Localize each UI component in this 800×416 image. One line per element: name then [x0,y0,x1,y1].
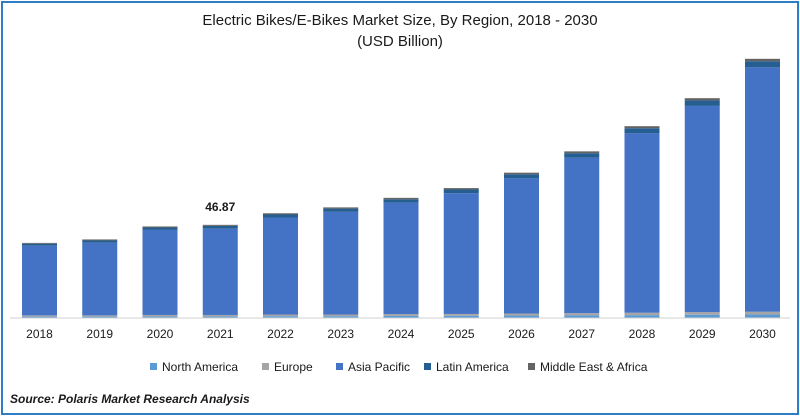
legend: North America Europe Asia Pacific Latin Ame… [150,360,648,374]
bar-asia-pacific-2023 [323,211,359,315]
x-tick-label-2020: 2020 [147,327,174,341]
bar-north-america-2028 [624,315,660,318]
legend-label-latin-america: Latin America [436,360,509,374]
bar-middle-east-africa-2028 [624,126,660,129]
x-tick-label-2019: 2019 [86,327,113,341]
bar-europe-2018 [22,315,57,317]
x-tick-label-2029: 2029 [689,327,716,341]
data-label-2021: 46.87 [205,200,235,214]
bar-north-america-2021 [202,316,238,318]
bar-europe-2030 [745,311,780,315]
bar-asia-pacific-2018 [22,245,57,316]
bar-asia-pacific-2027 [564,157,600,314]
bar-north-america-2023 [323,316,359,318]
bar-europe-2024 [383,314,419,316]
bar-asia-pacific-2022 [263,217,298,315]
bar-north-america-2022 [263,316,298,318]
bar-latin-america-2022 [263,214,298,218]
bar-latin-america-2024 [383,199,419,203]
bar-north-america-2026 [504,315,539,318]
bar-europe-2019 [82,315,118,317]
legend-swatch-middle-east-africa [528,363,535,370]
bar-middle-east-africa-2029 [684,98,720,101]
legend-label-europe: Europe [274,360,313,374]
bar-group [22,58,780,318]
bar-middle-east-africa-2022 [263,213,298,215]
bar-middle-east-africa-2026 [504,172,539,175]
bar-north-america-2018 [22,316,57,318]
bar-latin-america-2028 [624,128,660,134]
bar-north-america-2025 [443,315,479,318]
source-note: Source: Polaris Market Research Analysis [10,392,250,406]
legend-swatch-asia-pacific [336,363,343,370]
x-tick-label-2025: 2025 [448,327,475,341]
bar-latin-america-2018 [22,243,57,246]
x-tick-label-2018: 2018 [26,327,53,341]
x-tick-label-2026: 2026 [508,327,535,341]
x-tick-label-2022: 2022 [267,327,294,341]
bar-latin-america-2020 [142,227,178,230]
bar-latin-america-2029 [684,100,720,106]
legend-swatch-latin-america [424,363,431,370]
bar-europe-2027 [564,313,600,316]
bar-middle-east-africa-2025 [443,188,479,190]
bar-middle-east-africa-2030 [745,58,780,62]
bar-europe-2020 [142,314,178,317]
bar-europe-2022 [263,314,298,317]
x-tick-label-2028: 2028 [629,327,656,341]
bar-europe-2026 [504,313,539,316]
x-tick-labels: 2018 2019 2020 2021 2022 2023 2024 2025 2026 2027… [26,327,776,341]
bar-middle-east-africa-2021 [202,224,238,226]
bar-asia-pacific-2026 [504,178,539,314]
x-tick-label-2027: 2027 [568,327,595,341]
bar-north-america-2019 [82,316,118,318]
legend-label-north-america: North America [162,360,238,374]
chart-title: Electric Bikes/E-Bikes Market Size, By R… [202,12,598,29]
bar-middle-east-africa-2024 [383,197,419,200]
bar-asia-pacific-2029 [684,105,720,313]
chart-subtitle: (USD Billion) [357,33,443,50]
bar-middle-east-africa-2027 [564,151,600,154]
bar-europe-2029 [684,312,720,315]
legend-label-asia-pacific: Asia Pacific [348,360,410,374]
bar-latin-america-2027 [564,153,600,158]
bar-europe-2023 [323,314,359,317]
data-labels: 46.87 [205,200,235,214]
bar-north-america-2027 [564,315,600,318]
bar-north-america-2030 [745,314,780,318]
bar-middle-east-africa-2020 [142,226,178,228]
bar-asia-pacific-2019 [82,242,118,316]
bar-asia-pacific-2028 [624,133,660,313]
bar-asia-pacific-2024 [383,202,419,315]
bar-asia-pacific-2025 [443,193,479,314]
bar-europe-2021 [202,314,238,317]
x-tick-label-2030: 2030 [749,327,776,341]
legend-swatch-europe [262,363,269,370]
bar-latin-america-2026 [504,174,539,179]
bar-latin-america-2019 [82,240,118,243]
bar-middle-east-africa-2023 [323,207,359,209]
bar-asia-pacific-2030 [745,67,780,312]
bar-europe-2028 [624,312,660,316]
legend-swatch-north-america [150,363,157,370]
x-tick-label-2023: 2023 [327,327,354,341]
bar-europe-2025 [443,313,479,316]
bar-asia-pacific-2020 [142,229,178,315]
bar-north-america-2024 [383,315,419,318]
bar-asia-pacific-2021 [202,228,238,315]
chart-title-block: Electric Bikes/E-Bikes Market Size, By R… [0,10,800,52]
bar-north-america-2029 [684,314,720,318]
bar-latin-america-2023 [323,208,359,212]
bar-latin-america-2025 [443,189,479,194]
bar-middle-east-africa-2019 [82,239,118,241]
legend-label-middle-east-africa: Middle East & Africa [540,360,648,374]
bar-middle-east-africa-2018 [22,242,57,244]
bar-latin-america-2030 [745,61,780,68]
x-tick-label-2024: 2024 [388,327,415,341]
bar-north-america-2020 [142,316,178,318]
x-tick-label-2021: 2021 [207,327,234,341]
bar-latin-america-2021 [202,225,238,229]
